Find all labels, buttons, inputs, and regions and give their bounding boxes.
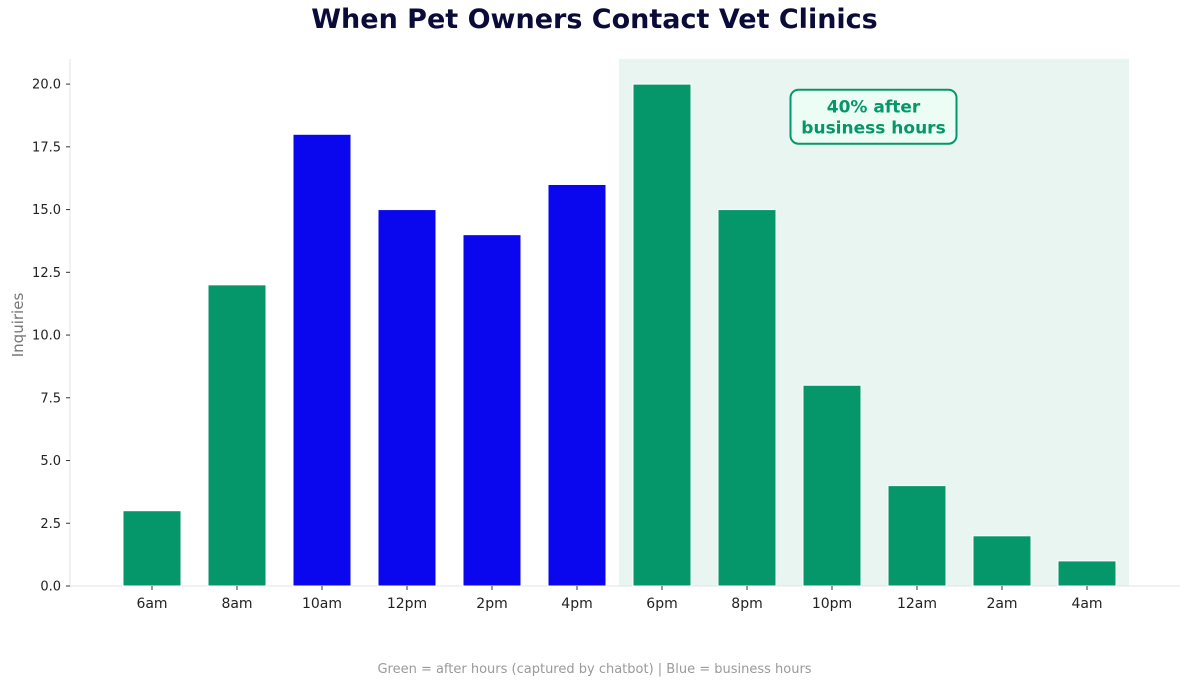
bar-10pm bbox=[802, 384, 862, 587]
chart-footnote: Green = after hours (captured by chatbot… bbox=[377, 662, 812, 677]
x-tick-label: 6pm bbox=[646, 596, 677, 612]
y-tick-label: 20.0 bbox=[32, 78, 61, 93]
bar-10am bbox=[292, 133, 352, 587]
x-tick-label: 8am bbox=[221, 596, 252, 612]
x-tick-label: 4pm bbox=[561, 596, 592, 612]
chart-title: When Pet Owners Contact Vet Clinics bbox=[311, 4, 878, 35]
x-tick-label: 6am bbox=[136, 596, 167, 612]
x-tick-label: 8pm bbox=[731, 596, 762, 612]
y-axis-label: Inquiries bbox=[9, 293, 27, 358]
annotation-text: 40% after bbox=[827, 98, 921, 118]
bar-6pm bbox=[632, 83, 692, 587]
x-tick-label: 12am bbox=[897, 596, 937, 612]
y-tick-label: 2.5 bbox=[40, 517, 61, 532]
x-tick-label: 10am bbox=[302, 596, 342, 612]
bar-12am bbox=[887, 485, 947, 587]
annotation-box bbox=[789, 88, 958, 145]
x-tick-label: 10pm bbox=[812, 596, 852, 612]
bar-2pm bbox=[462, 234, 522, 587]
y-tick-label: 12.5 bbox=[32, 266, 61, 281]
bar-12pm bbox=[377, 209, 437, 587]
bar-4am bbox=[1057, 560, 1117, 587]
y-tick-label: 15.0 bbox=[32, 203, 61, 218]
y-tick-label: 0.0 bbox=[40, 580, 61, 595]
bar-8am bbox=[207, 284, 267, 587]
bar-2am bbox=[972, 535, 1032, 587]
y-tick-label: 7.5 bbox=[40, 391, 61, 406]
after-hours-shaded-region bbox=[619, 59, 1129, 586]
x-tick-label: 2pm bbox=[476, 596, 507, 612]
annotation-text: business hours bbox=[801, 119, 945, 139]
y-tick-label: 10.0 bbox=[32, 329, 61, 344]
y-tick-label: 17.5 bbox=[32, 140, 61, 155]
bar-4pm bbox=[547, 183, 607, 587]
x-tick-label: 2am bbox=[986, 596, 1017, 612]
bar-8pm bbox=[717, 209, 777, 587]
bar-6am bbox=[122, 510, 182, 587]
x-tick-label: 4am bbox=[1071, 596, 1102, 612]
x-tick-label: 12pm bbox=[387, 596, 427, 612]
y-tick-label: 5.0 bbox=[40, 454, 61, 469]
